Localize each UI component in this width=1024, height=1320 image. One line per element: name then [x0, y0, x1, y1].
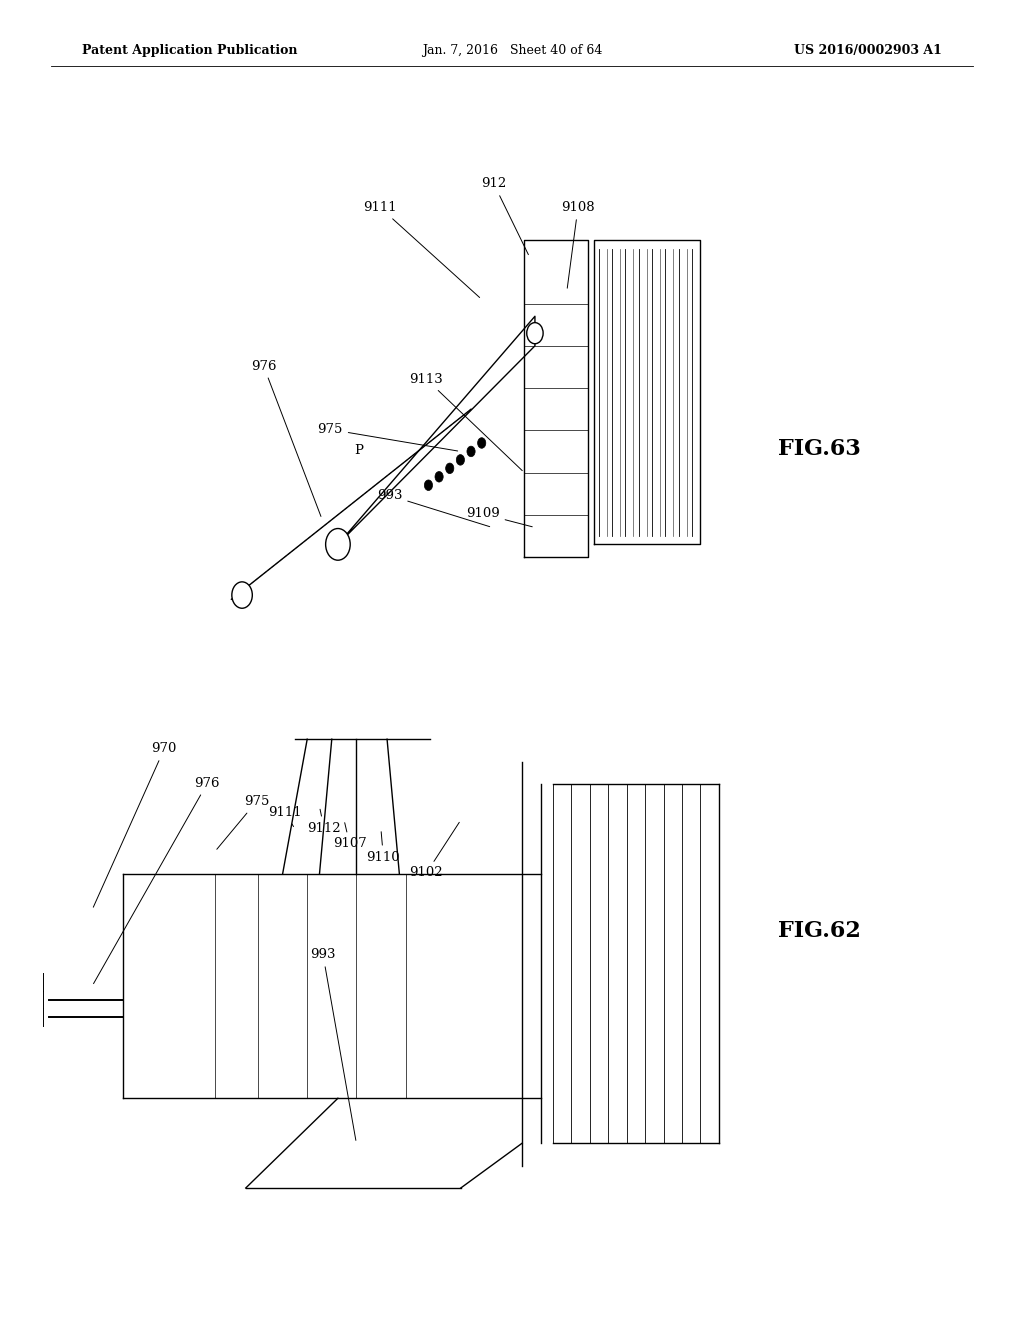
Circle shape [457, 454, 465, 465]
Text: 975: 975 [217, 795, 269, 849]
Text: 9111: 9111 [364, 201, 479, 297]
Text: 975: 975 [317, 422, 458, 451]
Circle shape [477, 438, 485, 449]
Text: 976: 976 [251, 359, 321, 516]
Circle shape [424, 480, 432, 491]
Circle shape [435, 471, 443, 482]
Text: FIG.62: FIG.62 [778, 920, 861, 941]
Text: 912: 912 [481, 177, 528, 255]
Text: 970: 970 [93, 742, 177, 907]
Circle shape [231, 582, 252, 609]
Text: 9108: 9108 [561, 201, 595, 288]
Text: 9110: 9110 [367, 832, 400, 863]
Text: 9111: 9111 [268, 805, 302, 826]
Text: 993: 993 [377, 488, 489, 527]
Text: 9109: 9109 [466, 507, 532, 527]
Text: 976: 976 [93, 776, 220, 983]
Text: P: P [354, 444, 364, 457]
Text: Jan. 7, 2016   Sheet 40 of 64: Jan. 7, 2016 Sheet 40 of 64 [422, 44, 602, 57]
Text: 9102: 9102 [410, 822, 460, 879]
Circle shape [467, 446, 475, 457]
Circle shape [326, 528, 350, 560]
Circle shape [445, 463, 454, 474]
Text: 993: 993 [310, 948, 356, 1140]
Text: FIG.63: FIG.63 [778, 438, 861, 459]
Text: Patent Application Publication: Patent Application Publication [82, 44, 297, 57]
Text: 9112: 9112 [307, 809, 341, 834]
Text: 9107: 9107 [333, 822, 367, 850]
Text: 9113: 9113 [410, 372, 522, 471]
Text: US 2016/0002903 A1: US 2016/0002903 A1 [795, 44, 942, 57]
Circle shape [526, 322, 543, 343]
